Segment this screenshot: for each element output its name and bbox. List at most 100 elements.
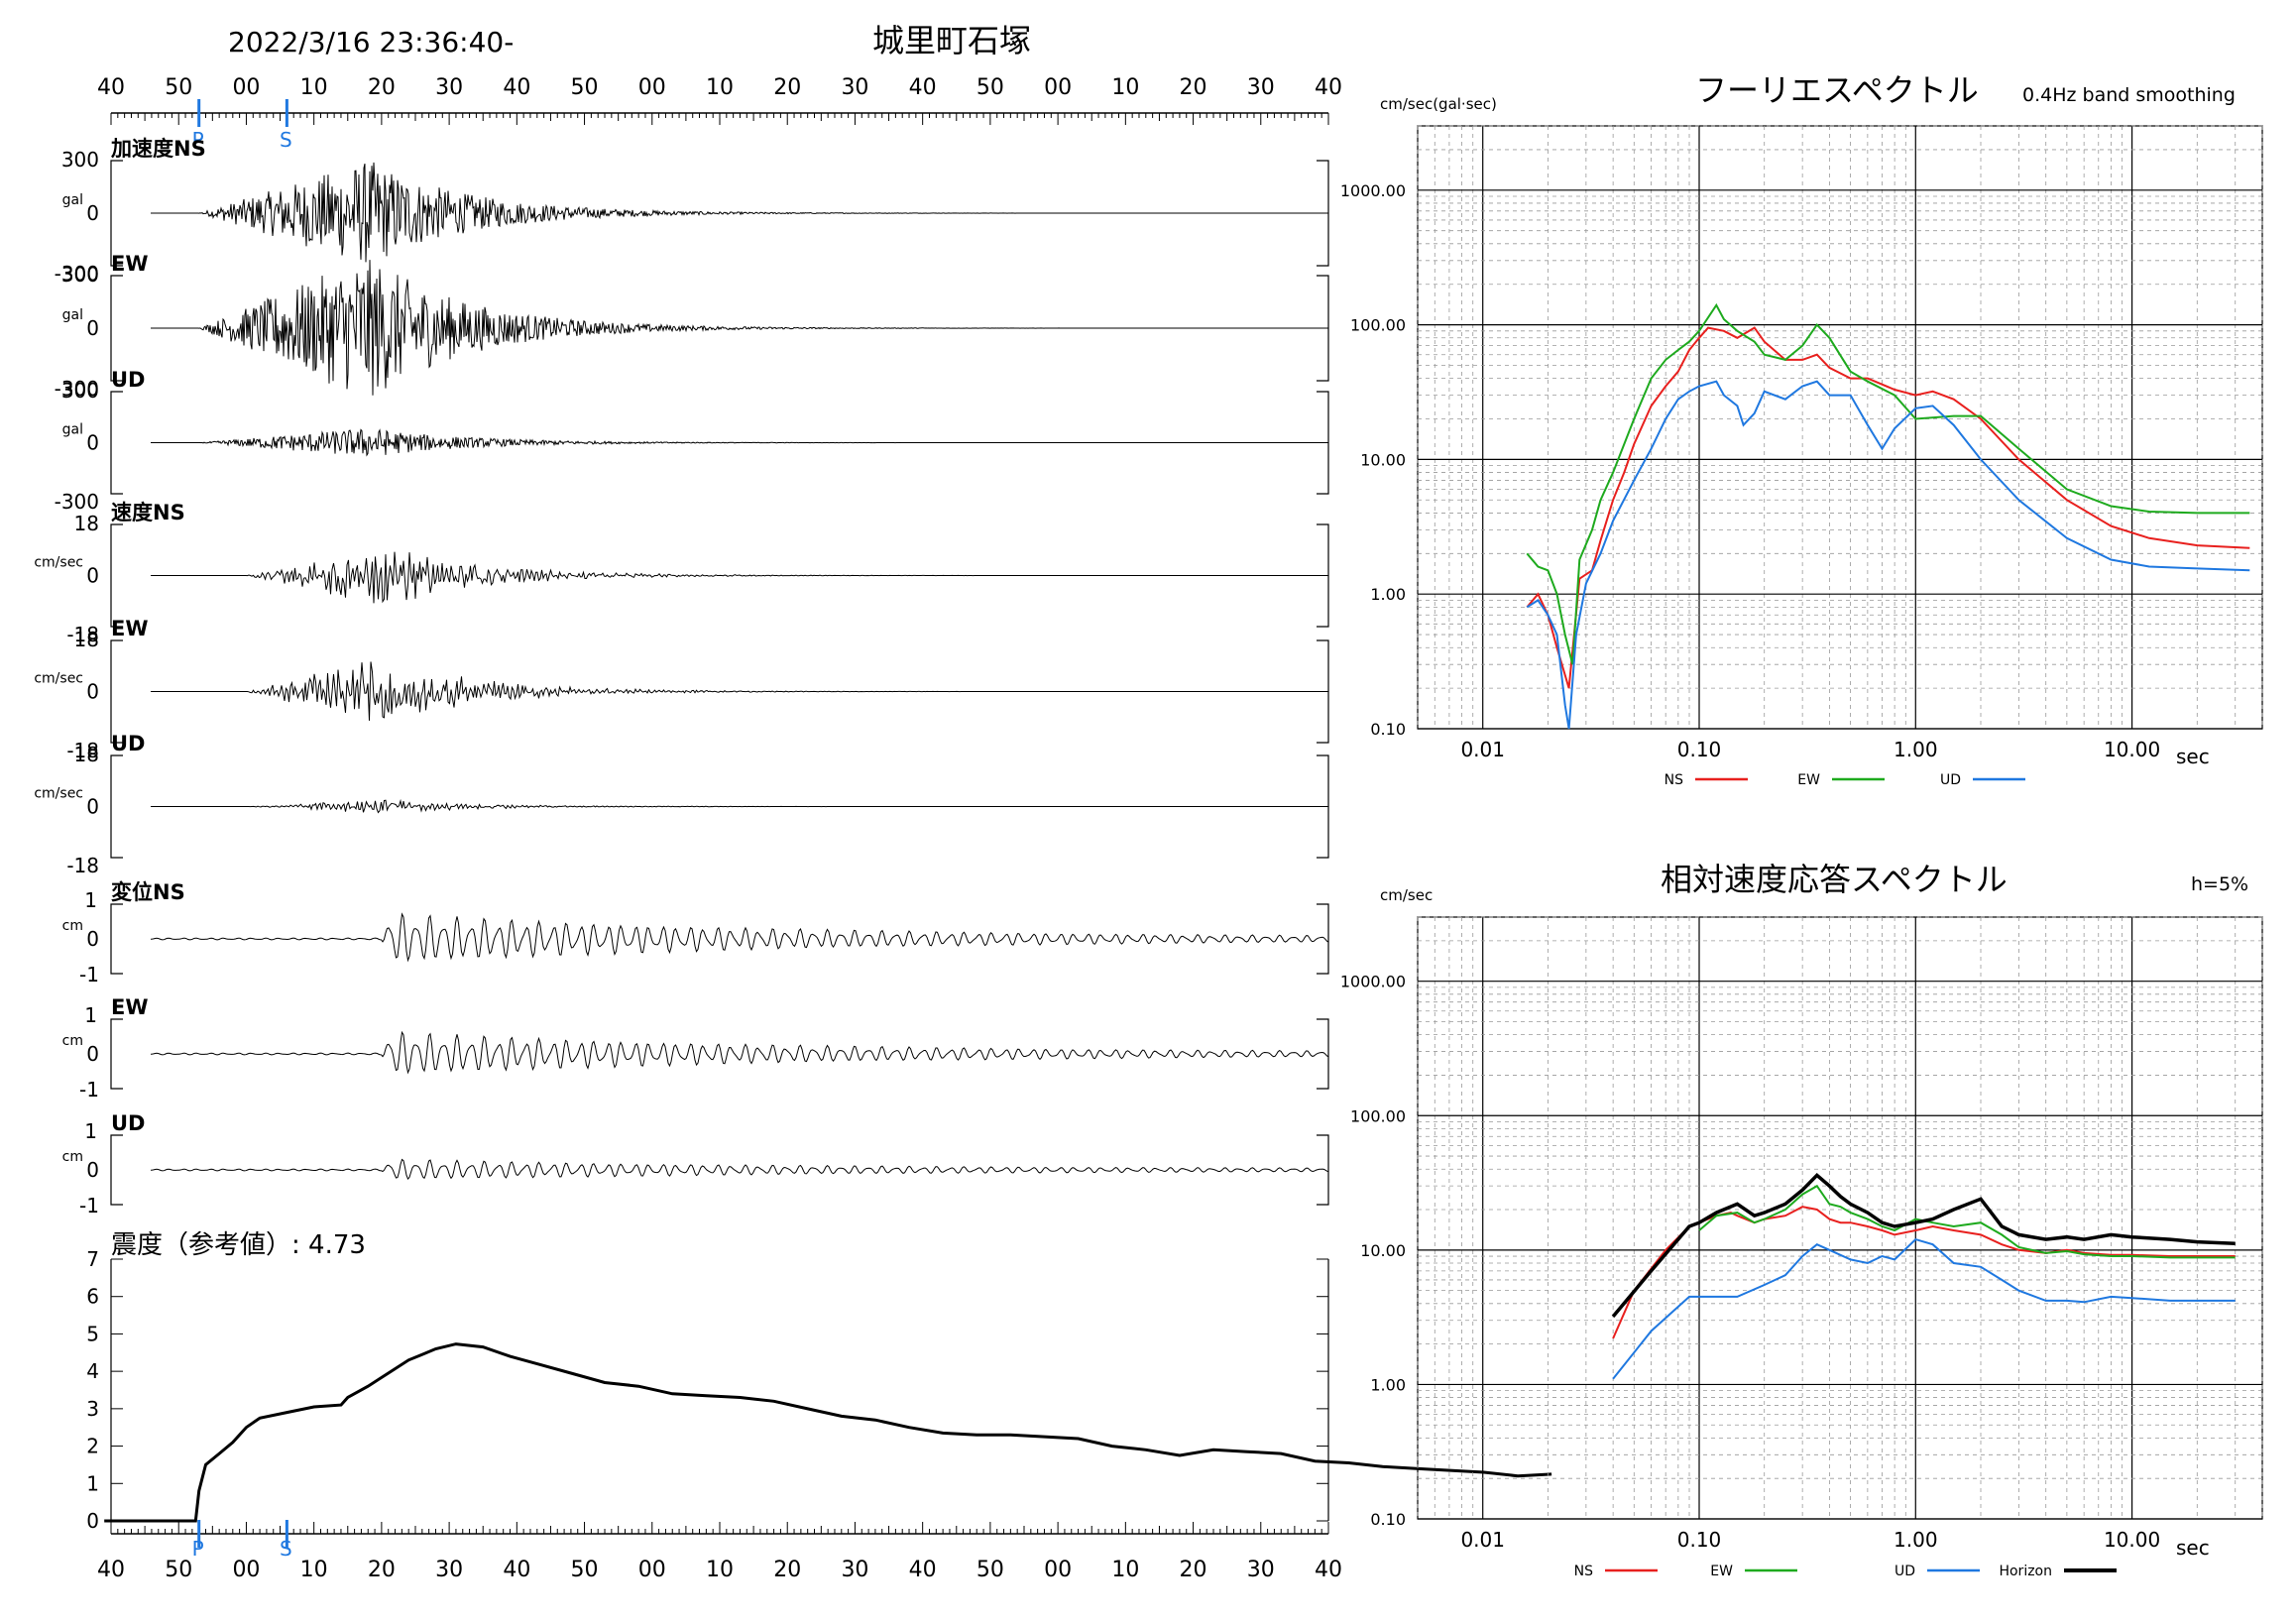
response-x-tick-label: 1.00	[1894, 1528, 1938, 1552]
response-legend-label: UD	[1894, 1564, 1915, 1579]
panel-left-bracket	[110, 160, 123, 267]
response-y-tick-label: 1.00	[1370, 1375, 1406, 1394]
scale-bottom-label: -18	[66, 854, 99, 877]
fourier-series-ns	[1526, 326, 2250, 689]
waveform-vel-ns: 速度NS 18 0 -18 cm/sec	[34, 501, 1329, 646]
waveform-acc-ew: EW 300 0 -300 gal	[55, 252, 1329, 401]
bottom-time-phase-label: P	[192, 1537, 204, 1561]
intensity-y-label: 6	[86, 1285, 99, 1309]
unit-label: cm/sec	[34, 786, 83, 802]
bottom-time-tick-label: 50	[571, 1558, 599, 1582]
scale-zero-label: 0	[86, 431, 99, 455]
response-unit: cm/sec	[1380, 886, 1433, 904]
waveform-trace	[151, 798, 1328, 814]
top-time-phase-label: S	[280, 128, 292, 152]
top-time-phase-label: P	[192, 128, 204, 152]
waveform-vel-ew: EW 18 0 -18 cm/sec	[34, 617, 1329, 762]
scale-top-label: 300	[61, 379, 99, 403]
channel-label: UD	[111, 1111, 145, 1135]
scale-zero-label: 0	[86, 927, 99, 951]
channel-label: 変位NS	[111, 880, 185, 904]
fourier-y-tick-label: 1.00	[1370, 585, 1406, 604]
channel-label: EW	[111, 995, 149, 1019]
response-legend-label: NS	[1574, 1564, 1593, 1579]
top-time-tick-label: 50	[571, 75, 599, 100]
scale-bottom-label: -300	[55, 377, 99, 401]
fourier-frame	[1417, 125, 2263, 730]
fourier-legend-label: UD	[1940, 772, 1961, 788]
bottom-time-tick-label: 40	[1315, 1558, 1342, 1582]
fourier-y-tick-label: 10.00	[1360, 450, 1406, 469]
unit-label: cm	[62, 918, 83, 934]
datetime-label: 2022/3/16 23:36:40-	[228, 26, 514, 58]
scale-top-label: 18	[74, 743, 99, 766]
fourier-y-tick-label: 0.10	[1370, 720, 1406, 739]
top-time-tick-label: 40	[909, 75, 937, 100]
response-y-tick-label: 100.00	[1350, 1106, 1406, 1125]
top-time-tick-label: 00	[232, 75, 260, 100]
scale-bottom-label: -1	[79, 963, 99, 986]
unit-label: gal	[62, 192, 83, 208]
top-time-tick-label: 30	[841, 75, 868, 100]
intensity-y-label: 2	[86, 1435, 99, 1458]
top-time-tick-label: 50	[976, 75, 1004, 100]
bottom-time-tick-label: 30	[435, 1558, 463, 1582]
fourier-title: フーリエスペクトル	[1695, 71, 1979, 109]
bottom-time-tick-label: 50	[976, 1558, 1004, 1582]
unit-label: gal	[62, 422, 83, 438]
response-title: 相対速度応答スペクトル	[1661, 861, 2008, 898]
time-axes: 40 50 00 10 20 30 40 50 00 10 20 30 40 50 00 10 20 30 40 P S…	[97, 75, 1342, 1582]
bottom-time-tick-label: 00	[638, 1558, 666, 1582]
scale-zero-label: 0	[86, 316, 99, 340]
intensity-y-label: 4	[86, 1359, 99, 1383]
panel-left-bracket	[110, 754, 123, 859]
bottom-time-tick-label: 20	[1180, 1558, 1207, 1582]
bottom-time-tick-label: 50	[165, 1558, 192, 1582]
fourier-x-tick-label: 1.00	[1894, 738, 1938, 761]
intensity-y-label: 0	[86, 1509, 99, 1533]
waveform-trace	[151, 260, 1328, 396]
response-legend-label: EW	[1710, 1564, 1733, 1579]
bottom-time-phase-label: S	[280, 1537, 292, 1561]
channel-label: 速度NS	[111, 501, 185, 524]
fourier-unit: cm/sec(gal·sec)	[1380, 95, 1497, 113]
bottom-time-tick-label: 10	[706, 1558, 734, 1582]
intensity-title: 震度（参考値）: 4.73	[111, 1230, 366, 1260]
panel-right-bracket	[1317, 903, 1329, 975]
fourier-spectrum-panel: フーリエスペクトル 0.4Hz band smoothing cm/sec(ga…	[1340, 71, 2263, 788]
unit-label: cm/sec	[34, 555, 83, 571]
waveform-dis-ns: 変位NS 1 0 -1 cm	[62, 880, 1329, 986]
scale-zero-label: 0	[86, 564, 99, 588]
scale-bottom-label: -1	[79, 1078, 99, 1101]
bottom-time-tick-label: 40	[909, 1558, 937, 1582]
intensity-y-label: 1	[86, 1471, 99, 1495]
response-series-ew	[1698, 1184, 2236, 1259]
top-time-tick-label: 50	[165, 75, 192, 100]
response-x-unit: sec	[2176, 1536, 2210, 1560]
bottom-time-tick-label: 10	[300, 1558, 328, 1582]
scale-zero-label: 0	[86, 1158, 99, 1182]
channel-label: 加速度NS	[110, 137, 206, 161]
bottom-time-tick-label: 10	[1111, 1558, 1139, 1582]
top-time-tick-label: 00	[1044, 75, 1072, 100]
intensity-y-label: 5	[86, 1322, 99, 1345]
waveform-acc-ud: UD 300 0 -300 gal	[55, 368, 1329, 514]
scale-top-label: 300	[61, 263, 99, 287]
waveform-trace	[151, 661, 1328, 721]
station-title: 城里町石塚	[872, 22, 1031, 59]
scale-top-label: 18	[74, 512, 99, 535]
fourier-legend-label: EW	[1797, 772, 1820, 788]
top-time-tick-label: 10	[706, 75, 734, 100]
top-time-tick-label: 40	[1315, 75, 1342, 100]
panel-right-bracket	[1317, 1018, 1329, 1090]
intensity-line	[104, 1342, 1552, 1523]
bottom-time-tick-label: 00	[232, 1558, 260, 1582]
bottom-time-tick-label: 20	[773, 1558, 801, 1582]
top-time-tick-label: 30	[1247, 75, 1275, 100]
fourier-x-tick-label: 0.10	[1677, 738, 1722, 761]
waveform-vel-ud: UD 18 0 -18 cm/sec	[34, 732, 1329, 877]
top-time-tick-label: 40	[503, 75, 530, 100]
panel-left-bracket	[110, 275, 123, 382]
